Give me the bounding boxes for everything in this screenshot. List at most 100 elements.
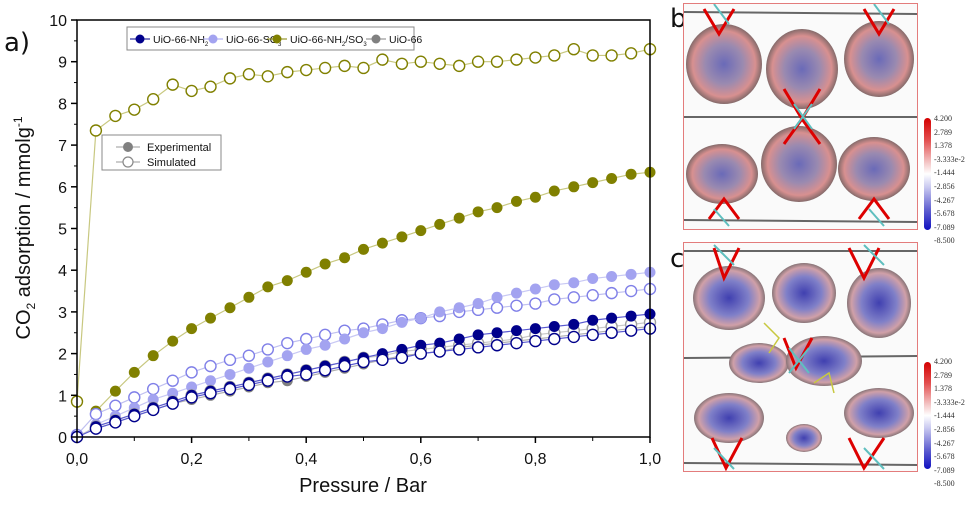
- data-point: [625, 310, 637, 322]
- data-point: [414, 55, 427, 68]
- colorbar-c: [924, 362, 931, 469]
- data-point: [338, 59, 351, 73]
- data-point: [587, 314, 599, 326]
- data-point: [147, 382, 160, 396]
- x-tick-label: 0,8: [524, 451, 546, 468]
- data-point: [396, 231, 408, 243]
- data-point: [606, 312, 618, 324]
- data-point: [128, 391, 141, 404]
- data-point: [128, 409, 141, 423]
- data-point: [357, 61, 370, 75]
- data-point: [491, 327, 503, 339]
- data-point: [281, 370, 294, 383]
- data-point: [204, 80, 217, 93]
- colorbar-tick-label: -1.444: [934, 411, 955, 421]
- series-uio-66-nh2-simulated: [70, 322, 657, 444]
- data-point: [300, 343, 312, 355]
- data-point: [587, 273, 599, 285]
- mof-structure-image-c: [684, 244, 917, 471]
- legend-marker-icon: [272, 34, 282, 44]
- data-point: [395, 57, 409, 70]
- data-point: [300, 266, 312, 278]
- mof-structure-image-b: [684, 4, 917, 227]
- series-uio-66-so3-experimental: [90, 266, 656, 430]
- data-point: [262, 281, 274, 293]
- data-point: [548, 320, 560, 332]
- data-point: [243, 362, 255, 374]
- data-point: [261, 374, 275, 387]
- colorbar-b-labels: 4.200 2.789 1.378 -3.333e-2 -1.444 -2.856 -4.2…: [934, 112, 965, 248]
- data-point: [185, 366, 198, 379]
- data-point: [586, 289, 599, 302]
- data-point: [281, 350, 293, 362]
- y-tick-label: 4: [58, 263, 67, 280]
- data-point: [452, 59, 466, 73]
- y-tick-label: 8: [58, 96, 67, 113]
- y-axis-label-sub: 2: [24, 303, 38, 310]
- data-point: [471, 55, 485, 68]
- data-point: [376, 237, 388, 249]
- data-point: [147, 93, 160, 106]
- data-point: [625, 268, 637, 280]
- data-point: [510, 336, 523, 350]
- data-point: [624, 324, 638, 337]
- legend-experimental: Experimental: [147, 142, 211, 154]
- x-tick-label: 1,0: [639, 451, 661, 468]
- data-point: [529, 283, 541, 295]
- y-tick-label: 7: [58, 138, 67, 155]
- data-point: [204, 387, 217, 400]
- mof-electrostatic-render-b: [683, 3, 918, 230]
- data-point: [548, 49, 561, 62]
- data-point: [510, 53, 523, 66]
- data-point: [166, 397, 179, 410]
- x-tick-label: 0,6: [410, 451, 432, 468]
- colorbar-tick-label: 2.789: [934, 127, 952, 137]
- data-point: [529, 323, 541, 335]
- data-point: [338, 359, 351, 373]
- y-axis-label-main: CO: [13, 310, 35, 340]
- plot-frame: [76, 19, 651, 438]
- data-point: [318, 328, 332, 342]
- data-point: [433, 57, 446, 70]
- data-point: [587, 177, 599, 189]
- data-point: [205, 375, 217, 387]
- data-point: [396, 316, 408, 328]
- data-point: [300, 332, 313, 346]
- data-point: [166, 374, 179, 387]
- data-point: [529, 297, 542, 310]
- colorbar-tick-label: -3.333e-2: [934, 154, 965, 164]
- data-point: [224, 368, 236, 380]
- data-point: [109, 416, 122, 429]
- series-line: [95, 171, 651, 412]
- data-point: [414, 347, 427, 360]
- style-legend: Experimental Simulated: [101, 134, 222, 171]
- data-point: [529, 191, 541, 203]
- y-tick-label: 9: [58, 55, 67, 72]
- data-point: [281, 336, 294, 350]
- data-point: [318, 61, 332, 75]
- experimental-marker-icon: [123, 142, 133, 152]
- data-point: [109, 109, 122, 123]
- mof-electrostatic-render-c: [683, 242, 918, 472]
- legend-entry-label: UiO-66-NH2: [153, 34, 209, 48]
- colorbar-tick-label: 2.789: [934, 370, 952, 380]
- colorbar-tick-label: -8.500: [934, 236, 955, 246]
- data-point: [568, 318, 580, 330]
- y-axis-label-sup: -1: [11, 116, 25, 127]
- y-axis-label-rest: adsorption / mmolg: [13, 127, 35, 303]
- x-tick-label: 0,4: [295, 451, 317, 468]
- colorbar-tick-label: -3.333e-2: [934, 397, 965, 407]
- data-point: [89, 124, 103, 137]
- x-axis-label: Pressure / Bar: [299, 475, 427, 497]
- legend-simulated: Simulated: [147, 157, 196, 169]
- data-point: [568, 277, 580, 289]
- data-point: [186, 323, 198, 335]
- data-point: [548, 185, 560, 197]
- simulated-marker-icon: [122, 156, 134, 168]
- data-point: [300, 63, 313, 77]
- y-tick-label: 5: [58, 222, 67, 239]
- data-point: [605, 286, 618, 300]
- data-point: [624, 284, 638, 298]
- data-point: [453, 302, 465, 314]
